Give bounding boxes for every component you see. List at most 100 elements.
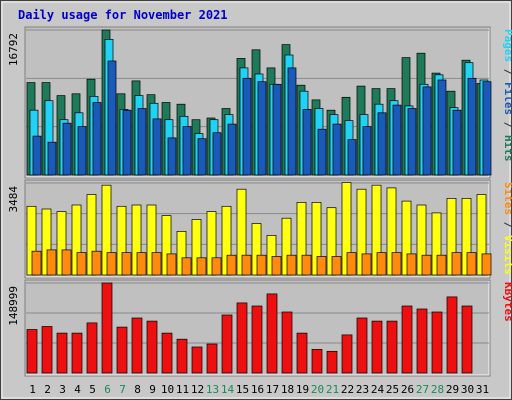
bar-pages — [122, 109, 132, 176]
bar-pages — [137, 108, 147, 176]
chart-title: Daily usage for November 2021 — [18, 8, 228, 22]
bar-pages — [452, 109, 462, 176]
bar-pages — [392, 104, 402, 176]
bar-kbytes — [416, 308, 428, 374]
bar-pages — [32, 135, 42, 176]
bar-visits — [281, 217, 292, 276]
x-tick-label: 11 — [176, 383, 189, 396]
bar-pages — [107, 60, 117, 176]
bar-sites — [211, 257, 222, 276]
bar-pages — [287, 67, 297, 176]
bar-visits — [461, 198, 472, 276]
bar-visits — [176, 231, 187, 276]
bar-visits — [371, 184, 382, 276]
bar-visits — [446, 198, 457, 276]
bar-sites — [181, 257, 192, 276]
bar-sites — [121, 252, 132, 276]
y-axis-label-part: Hits — [502, 135, 512, 162]
y-max-label: 3484 — [7, 186, 20, 213]
x-tick-label: 16 — [251, 383, 264, 396]
bar-kbytes — [206, 343, 218, 374]
bar-sites — [481, 253, 492, 276]
bar-pages — [407, 108, 417, 176]
bar-sites — [46, 249, 57, 276]
bar-sites — [91, 250, 102, 276]
x-tick-label: 2 — [44, 383, 51, 396]
y-axis-label-part: Visits — [502, 235, 512, 275]
bar-sites — [286, 254, 297, 276]
y-axis-label: Sites / Visits — [502, 182, 512, 275]
bar-visits — [131, 204, 142, 276]
bar-visits — [431, 212, 442, 276]
bar-pages — [92, 102, 102, 176]
bar-kbytes — [251, 305, 263, 374]
bar-visits — [236, 188, 247, 276]
bar-kbytes — [191, 346, 203, 374]
x-tick-label: 18 — [281, 383, 294, 396]
bar-kbytes — [431, 311, 443, 374]
panel-sites-visits: 3484 Sites / Visits — [7, 179, 512, 279]
bar-kbytes — [176, 338, 188, 374]
bar-sites — [376, 252, 387, 276]
x-tick-label: 10 — [161, 383, 174, 396]
bar-pages — [152, 118, 162, 176]
panels: 16792 Pages / Files / Hits 3484 Sites / Vis… — [7, 26, 512, 377]
x-tick-label: 24 — [371, 383, 385, 396]
bar-kbytes — [461, 305, 473, 374]
bar-visits — [401, 200, 412, 276]
x-tick-label: 26 — [401, 383, 414, 396]
bar-sites — [301, 254, 312, 276]
bar-pages — [467, 77, 477, 176]
bar-pages — [347, 139, 357, 176]
bar-visits — [26, 205, 37, 276]
bar-pages — [62, 122, 72, 176]
y-axis-label-part: / — [502, 115, 512, 135]
y-axis-label-part: Files — [502, 82, 512, 115]
bar-kbytes — [56, 332, 68, 374]
bar-visits — [86, 194, 97, 276]
x-tick-label: 13 — [206, 383, 219, 396]
bar-kbytes — [311, 349, 323, 374]
bar-kbytes — [401, 305, 413, 374]
x-tick-label: 1 — [29, 383, 36, 396]
x-tick-label: 31 — [476, 383, 489, 396]
bar-kbytes — [116, 326, 128, 374]
x-tick-label: 14 — [221, 383, 235, 396]
bar-sites — [421, 254, 432, 276]
x-tick-label: 21 — [326, 383, 339, 396]
bar-visits — [206, 211, 217, 276]
bar-pages — [77, 126, 87, 176]
bar-kbytes — [371, 320, 383, 374]
bar-pages — [317, 128, 327, 176]
bar-visits — [476, 194, 487, 276]
y-axis-label-part: Sites — [502, 182, 512, 215]
bar-sites — [241, 254, 252, 276]
bar-sites — [31, 250, 42, 276]
bar-sites — [166, 253, 177, 276]
y-axis-label: KBytes — [502, 282, 512, 322]
bar-visits — [266, 235, 277, 276]
bar-sites — [361, 253, 372, 276]
bar-sites — [271, 256, 282, 276]
x-tick-label: 28 — [431, 383, 444, 396]
bar-sites — [136, 252, 147, 276]
y-axis-label-part: Pages — [502, 29, 512, 62]
x-tick-label: 17 — [266, 383, 279, 396]
bar-kbytes — [236, 302, 248, 374]
bar-kbytes — [386, 320, 398, 374]
bar-visits — [296, 202, 307, 276]
bar-pages — [272, 83, 282, 176]
bar-kbytes — [86, 322, 98, 374]
panel-kbytes: 148999 KBytes — [7, 279, 512, 377]
x-tick-label: 7 — [119, 383, 126, 396]
y-axis-label-part: / — [502, 62, 512, 82]
x-tick-label: 4 — [74, 383, 81, 396]
y-axis-label-part: KBytes — [502, 282, 512, 322]
bar-kbytes — [266, 293, 278, 374]
bar-sites — [151, 252, 162, 276]
bar-visits — [191, 219, 202, 276]
bar-pages — [377, 112, 387, 176]
bar-pages — [227, 123, 237, 176]
